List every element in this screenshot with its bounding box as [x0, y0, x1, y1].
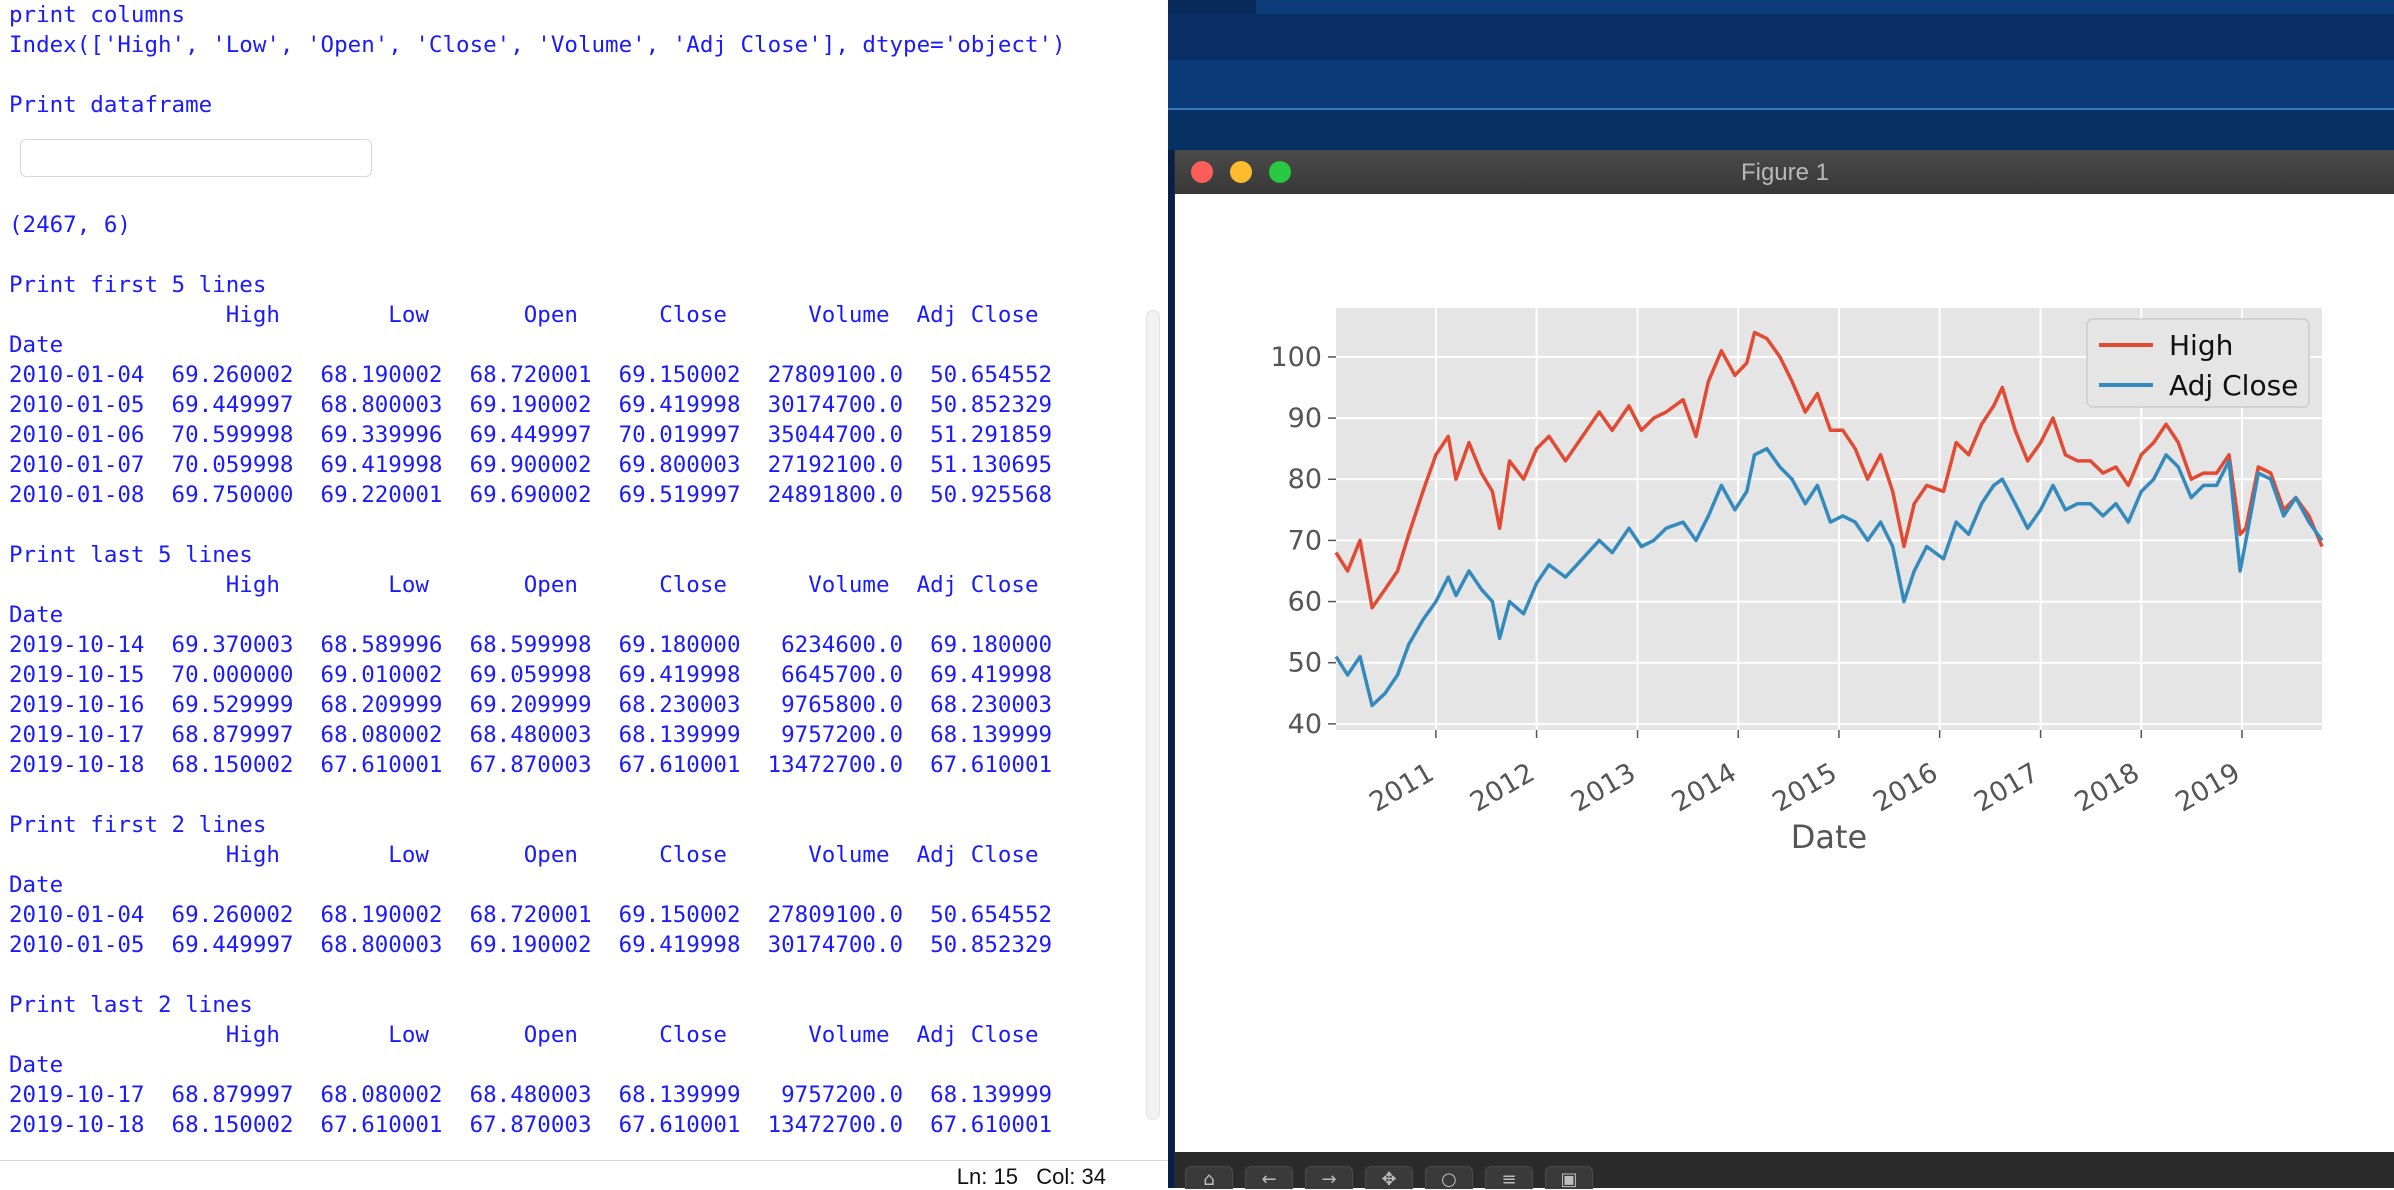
minimize-window-button[interactable] — [1230, 161, 1252, 183]
x-tick-label: 2012 — [1465, 757, 1540, 818]
status-bar: Ln: 15 Col: 34 — [0, 1160, 1168, 1189]
series-line-high — [1334, 330, 2324, 610]
forward-icon[interactable]: → — [1305, 1166, 1353, 1189]
save-icon[interactable]: ▣ — [1545, 1166, 1593, 1189]
y-tick-label: 90 — [1288, 403, 1322, 434]
y-tick-label: 100 — [1270, 342, 1322, 373]
window-title: Figure 1 — [1740, 159, 1830, 186]
background-band — [1168, 60, 2394, 110]
x-tick-label: 2014 — [1667, 757, 1742, 818]
home-icon[interactable]: ⌂ — [1185, 1166, 1233, 1189]
console-input-box[interactable] — [20, 139, 372, 177]
configure-icon[interactable]: ≡ — [1485, 1166, 1533, 1189]
y-tick-label: 80 — [1288, 464, 1322, 495]
y-tick-label: 40 — [1288, 709, 1322, 740]
pan-icon[interactable]: ✥ — [1365, 1166, 1413, 1189]
console-scrollbar[interactable] — [1146, 310, 1160, 1120]
line-chart: 40 50 60 70 80 90 100 2011 2012 2013 2014 2015 2016 2… — [1270, 308, 2324, 856]
x-tick-label: 2015 — [1767, 757, 1842, 818]
plot-canvas[interactable]: 40 50 60 70 80 90 100 2011 2012 2013 2014 2015 2016 2… — [1175, 194, 2394, 1152]
background-band — [1168, 110, 2394, 150]
x-tick-label: 2016 — [1868, 757, 1943, 818]
y-tick-label: 50 — [1288, 648, 1322, 679]
y-tick-label: 60 — [1288, 587, 1322, 618]
y-tick-label: 70 — [1288, 525, 1322, 556]
x-tick-label: 2019 — [2170, 757, 2245, 818]
console-pane[interactable]: print columns Index(['High', 'Low', 'Ope… — [0, 0, 1168, 1189]
x-tick-label: 2013 — [1566, 757, 1641, 818]
zoom-icon[interactable]: ○ — [1425, 1166, 1473, 1189]
x-tick-label: 2011 — [1364, 757, 1439, 818]
window-titlebar[interactable]: Figure 1 — [1175, 150, 2394, 194]
background-band — [1256, 0, 2394, 14]
background-band — [1168, 108, 2394, 110]
legend-label: Adj Close — [2169, 369, 2298, 402]
background-band — [1168, 14, 2394, 60]
x-axis-label: Date — [1791, 818, 1867, 856]
figure-window[interactable]: Figure 1 40 50 60 70 80 90 100 2011 2012 2013 2014… — [1174, 150, 2394, 1189]
console-output: print columns Index(['High', 'Low', 'Ope… — [9, 2, 1066, 1138]
x-tick-label: 2018 — [2070, 757, 2145, 818]
cursor-position: Ln: 15 Col: 34 — [956, 1164, 1106, 1189]
legend-label: High — [2169, 329, 2233, 362]
series-line-adj-close — [1334, 446, 2324, 708]
back-icon[interactable]: ← — [1245, 1166, 1293, 1189]
figure-toolbar: ⌂ ← → ✥ ○ ≡ ▣ — [1175, 1152, 2394, 1189]
maximize-window-button[interactable] — [1269, 161, 1291, 183]
x-tick-label: 2017 — [1969, 757, 2044, 818]
close-window-button[interactable] — [1191, 161, 1213, 183]
